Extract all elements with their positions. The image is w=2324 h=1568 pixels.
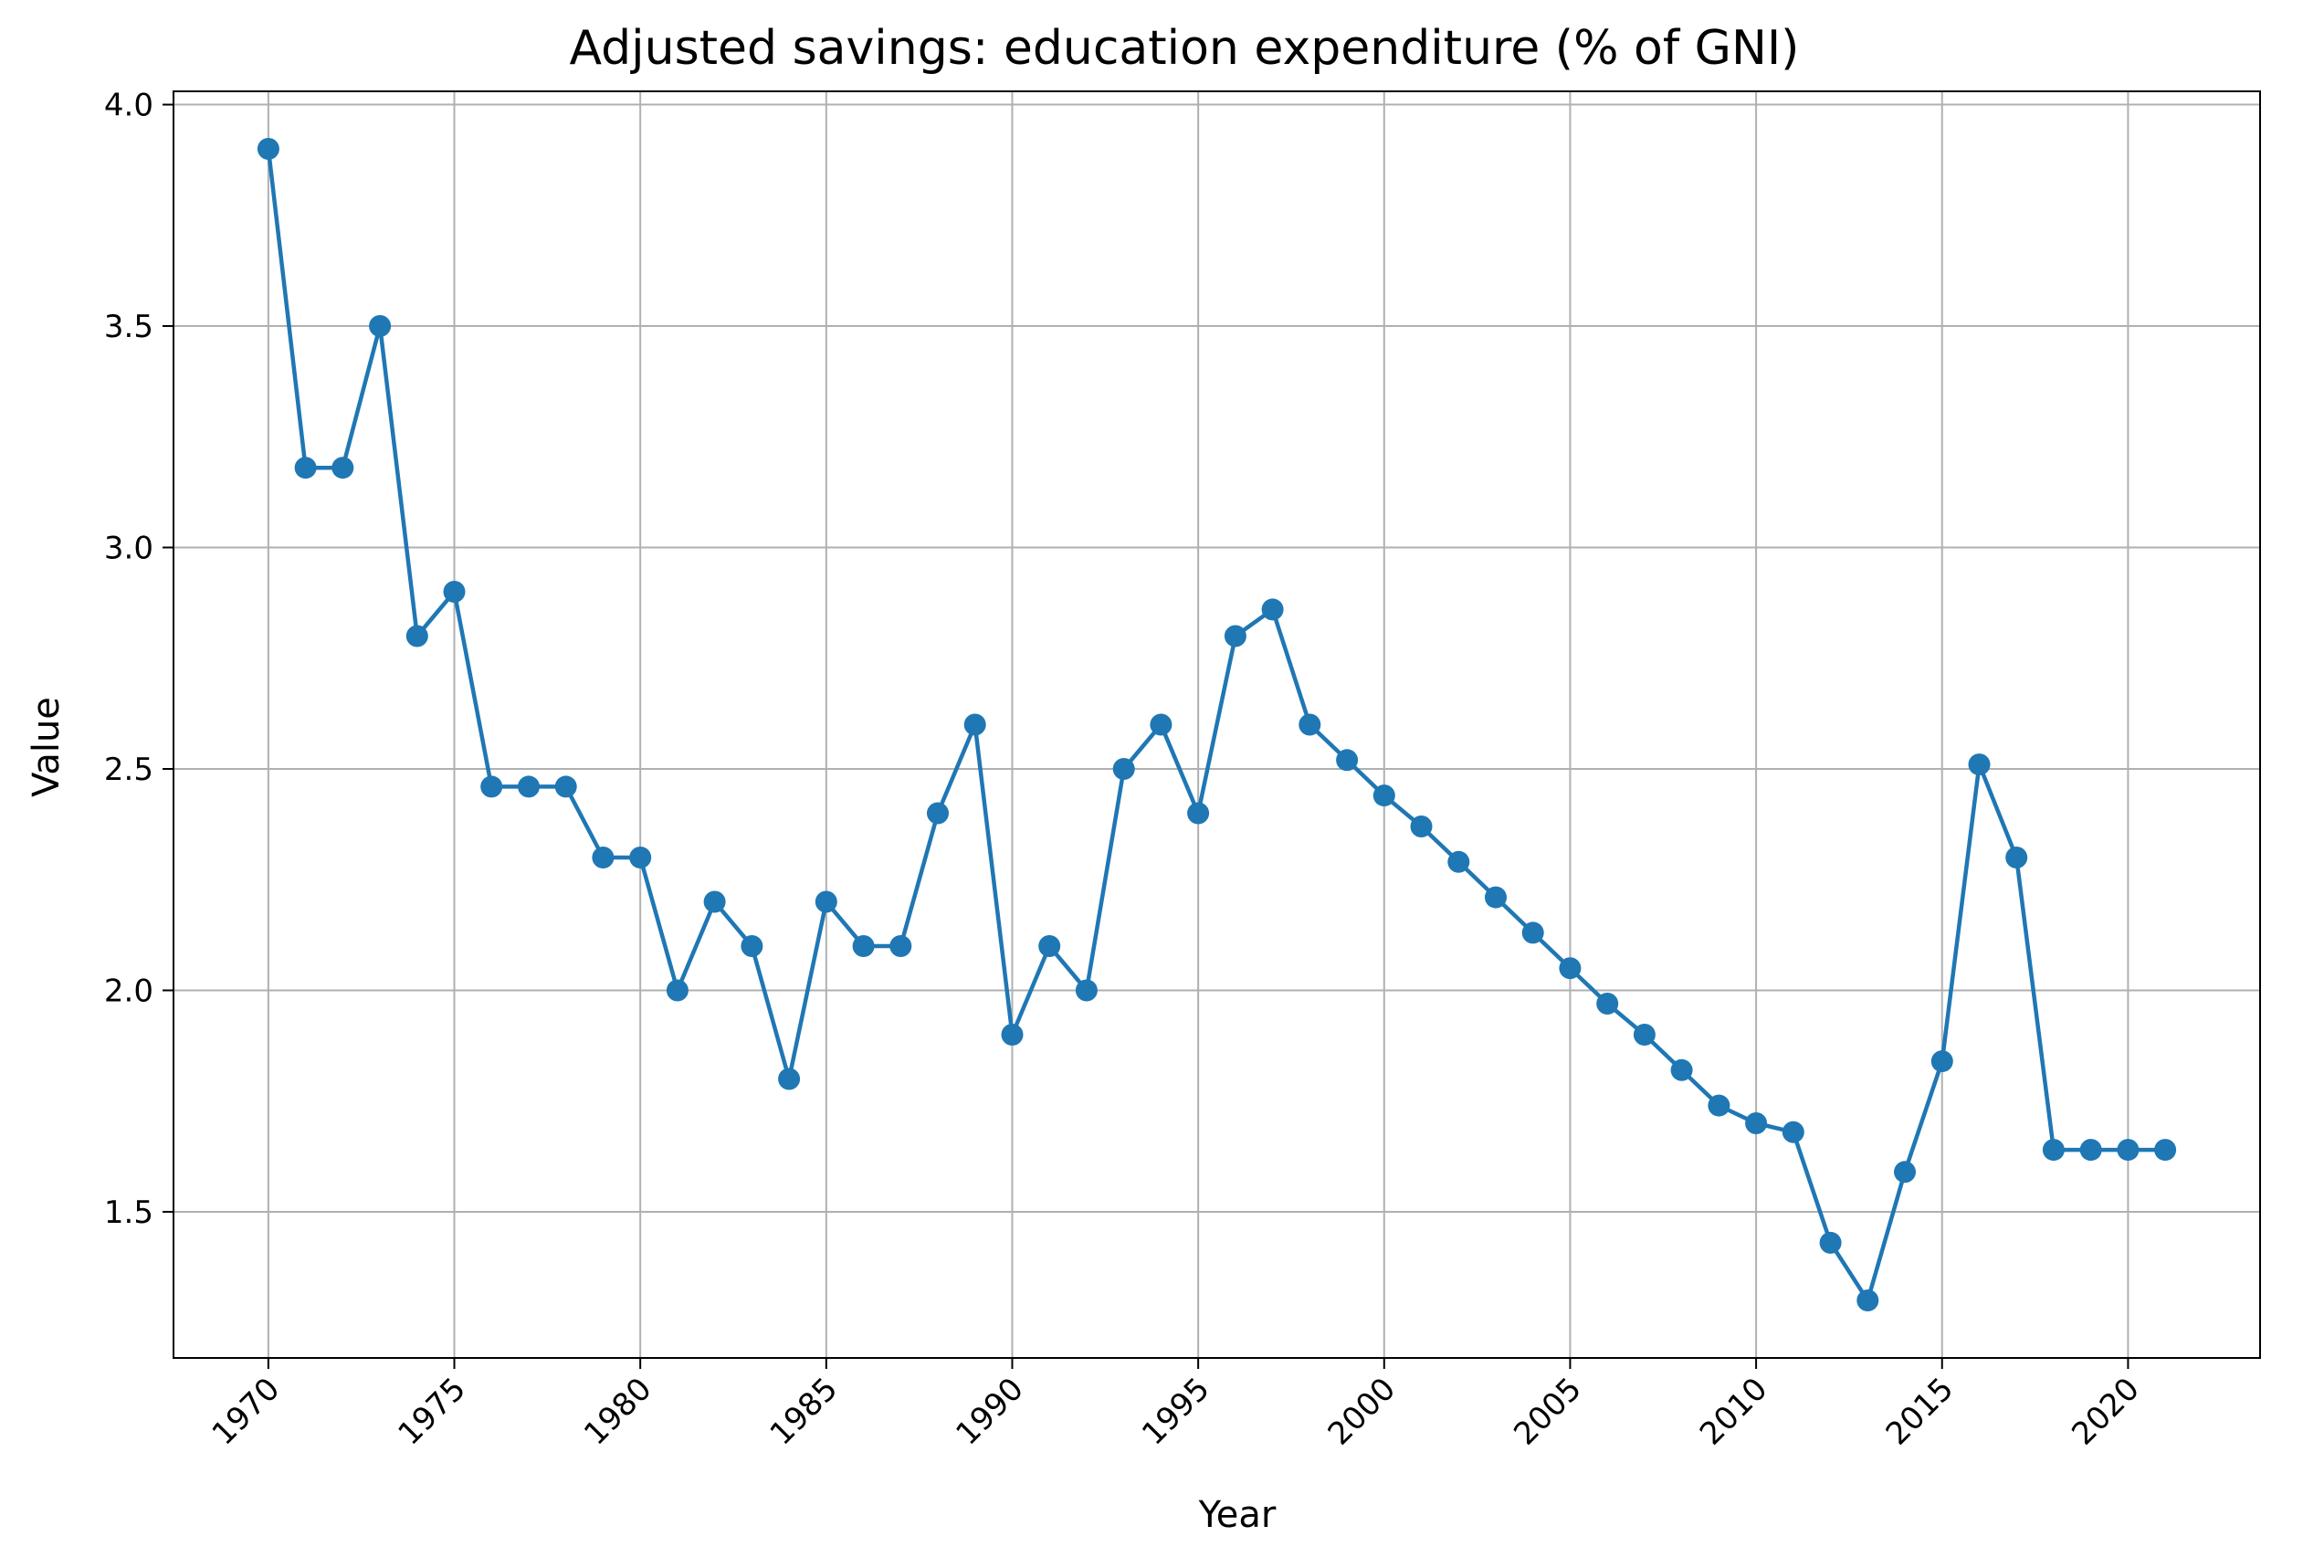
data-point — [1596, 993, 1619, 1015]
data-point — [852, 935, 875, 957]
data-point — [405, 625, 428, 647]
data-point — [1521, 921, 1544, 944]
y-tick-label: 2.5 — [104, 752, 153, 788]
data-point — [592, 847, 615, 868]
data-point — [1261, 598, 1284, 621]
data-point — [1299, 713, 1321, 736]
y-tick-label: 3.5 — [104, 309, 153, 345]
y-axis-ticks: 1.5 2.0 2.5 3.0 3.5 4.0 — [104, 88, 174, 1231]
data-point — [518, 775, 540, 798]
data-point — [1559, 957, 1582, 980]
data-point — [1670, 1058, 1693, 1081]
data-point — [666, 979, 689, 1002]
data-point — [1336, 749, 1359, 772]
data-point — [554, 775, 577, 798]
data-point — [1968, 753, 1991, 776]
data-point — [294, 457, 317, 479]
data-point — [1745, 1112, 1768, 1134]
data-point — [1856, 1289, 1879, 1311]
y-tick-label: 4.0 — [104, 88, 153, 124]
data-point — [1447, 850, 1470, 873]
data-point — [2117, 1139, 2140, 1162]
data-point — [963, 713, 986, 736]
data-point — [927, 802, 949, 825]
y-tick-label: 2.0 — [104, 973, 153, 1009]
y-tick-label: 1.5 — [104, 1194, 153, 1231]
data-points — [257, 138, 2177, 1311]
y-axis-label: Value — [26, 697, 68, 797]
data-point — [1112, 758, 1135, 780]
data-point — [1038, 935, 1061, 957]
data-point — [1894, 1161, 1916, 1184]
data-point — [2042, 1139, 2065, 1162]
data-point — [1633, 1024, 1656, 1046]
data-point — [2154, 1139, 2177, 1162]
data-point — [629, 847, 652, 868]
data-point — [1485, 886, 1507, 909]
data-point — [1001, 1024, 1024, 1046]
data-point — [2005, 847, 2028, 868]
y-tick-label: 3.0 — [104, 531, 153, 567]
data-point — [889, 935, 912, 957]
series-line — [266, 148, 2166, 1303]
data-point — [369, 315, 392, 337]
data-point — [1819, 1231, 1842, 1254]
data-point — [1075, 979, 1098, 1002]
data-point — [1708, 1094, 1730, 1117]
data-point — [2079, 1139, 2102, 1162]
data-point — [1150, 713, 1173, 736]
data-point — [257, 138, 279, 160]
data-point — [1410, 816, 1433, 837]
plot-area-frame — [173, 90, 2261, 1359]
data-point — [778, 1068, 801, 1090]
data-point — [443, 581, 466, 603]
data-point — [480, 775, 503, 798]
series-line-group — [266, 148, 2166, 1303]
data-point — [1930, 1050, 1953, 1073]
x-axis-label: Year — [1198, 1494, 1277, 1536]
data-point — [331, 457, 354, 479]
data-point — [815, 890, 837, 913]
chart-title: Adjusted savings: education expenditure … — [570, 21, 1800, 76]
data-point — [1782, 1121, 1804, 1143]
data-point — [1187, 802, 1210, 825]
data-point — [741, 935, 763, 957]
data-point — [1224, 625, 1246, 647]
data-point — [703, 890, 726, 913]
data-point — [1372, 784, 1395, 807]
